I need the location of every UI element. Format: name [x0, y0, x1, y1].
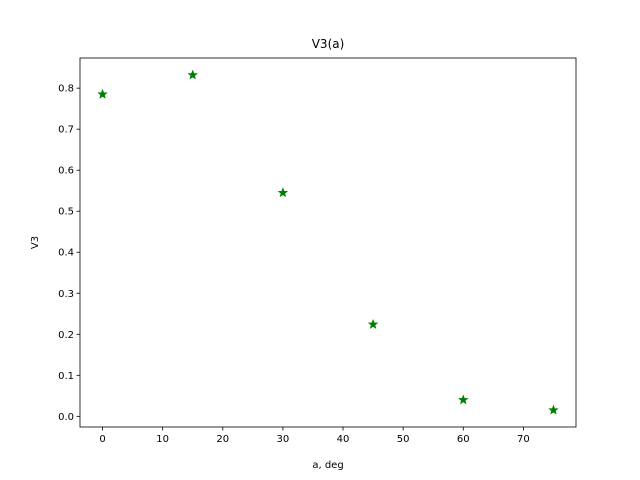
y-tick-label: 0.3	[58, 289, 74, 300]
x-axis-ticks: 0 10 20 30 40 50 60 70	[99, 427, 530, 445]
y-tick-label: 0.8	[58, 84, 74, 95]
y-axis-ticks: 0.0 0.1 0.2 0.3 0.4 0.5 0.6 0.7 0.8	[58, 84, 80, 423]
data-point	[367, 319, 379, 329]
x-tick-label: 10	[156, 434, 169, 445]
data-points	[97, 69, 559, 415]
x-tick-label: 60	[457, 434, 470, 445]
y-tick-label: 0.2	[58, 330, 74, 341]
y-axis-label: V3	[30, 236, 41, 249]
x-axis-label: a, deg	[312, 460, 343, 471]
x-tick-label: 50	[397, 434, 410, 445]
y-tick-label: 0.0	[58, 412, 74, 423]
y-tick-label: 0.7	[58, 125, 74, 136]
y-tick-label: 0.6	[58, 166, 74, 177]
x-tick-label: 0	[99, 434, 105, 445]
data-point	[277, 187, 289, 198]
x-tick-label: 30	[277, 434, 290, 445]
data-point	[187, 69, 198, 80]
x-tick-label: 40	[337, 434, 350, 445]
plot-area-background	[80, 58, 576, 427]
chart-title: V3(a)	[312, 37, 345, 51]
x-tick-label: 70	[517, 434, 530, 445]
data-point	[97, 88, 108, 99]
x-tick-label: 20	[216, 434, 229, 445]
y-tick-label: 0.5	[58, 207, 74, 218]
y-tick-label: 0.1	[58, 371, 74, 382]
data-point	[548, 404, 559, 415]
y-tick-label: 0.4	[58, 248, 74, 259]
data-point	[458, 394, 469, 405]
plot-frame	[79, 57, 577, 428]
